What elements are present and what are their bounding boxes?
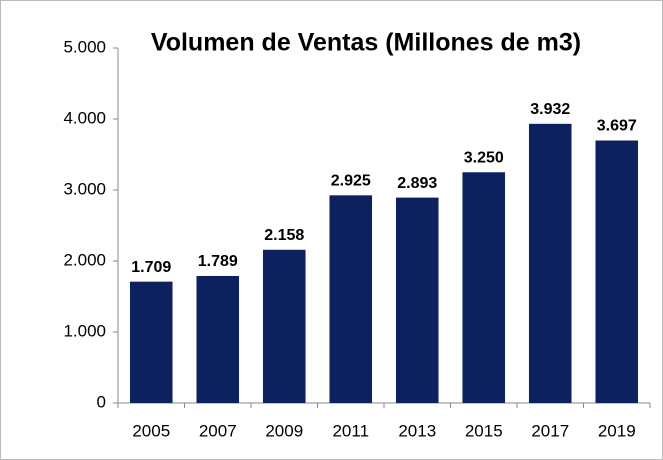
- y-tick-label: 2.000: [63, 250, 106, 269]
- bar: [595, 140, 639, 403]
- value-label: 3.932: [530, 101, 570, 118]
- bar: [395, 197, 439, 403]
- bar: [329, 195, 373, 403]
- x-tick-label: 2017: [531, 421, 569, 440]
- value-label: 1.709: [131, 259, 171, 276]
- y-tick-label: 0: [97, 392, 106, 411]
- x-tick-label: 2019: [598, 421, 636, 440]
- x-tick-label: 2013: [398, 421, 436, 440]
- y-tick-label: 3.000: [63, 179, 106, 198]
- bar: [129, 281, 173, 403]
- y-tick-label: 5.000: [63, 37, 106, 56]
- y-tick-label: 4.000: [63, 108, 106, 127]
- value-label: 3.697: [597, 118, 637, 135]
- x-tick-label: 2015: [465, 421, 503, 440]
- bar: [262, 249, 306, 403]
- x-tick-label: 2011: [332, 421, 369, 440]
- y-tick-label: 1.000: [63, 321, 106, 340]
- x-tick-label: 2009: [265, 421, 303, 440]
- bar: [196, 275, 240, 403]
- value-label: 3.250: [464, 149, 504, 166]
- value-label: 2.158: [264, 227, 304, 244]
- x-tick-label: 2005: [132, 421, 170, 440]
- x-tick-label: 2007: [199, 421, 237, 440]
- value-label: 1.789: [198, 253, 238, 270]
- value-label: 2.925: [331, 173, 371, 190]
- bar: [462, 172, 506, 403]
- value-label: 2.893: [397, 175, 437, 192]
- chart-title: Volumen de Ventas (Millones de m3): [151, 29, 581, 57]
- bar: [528, 123, 572, 403]
